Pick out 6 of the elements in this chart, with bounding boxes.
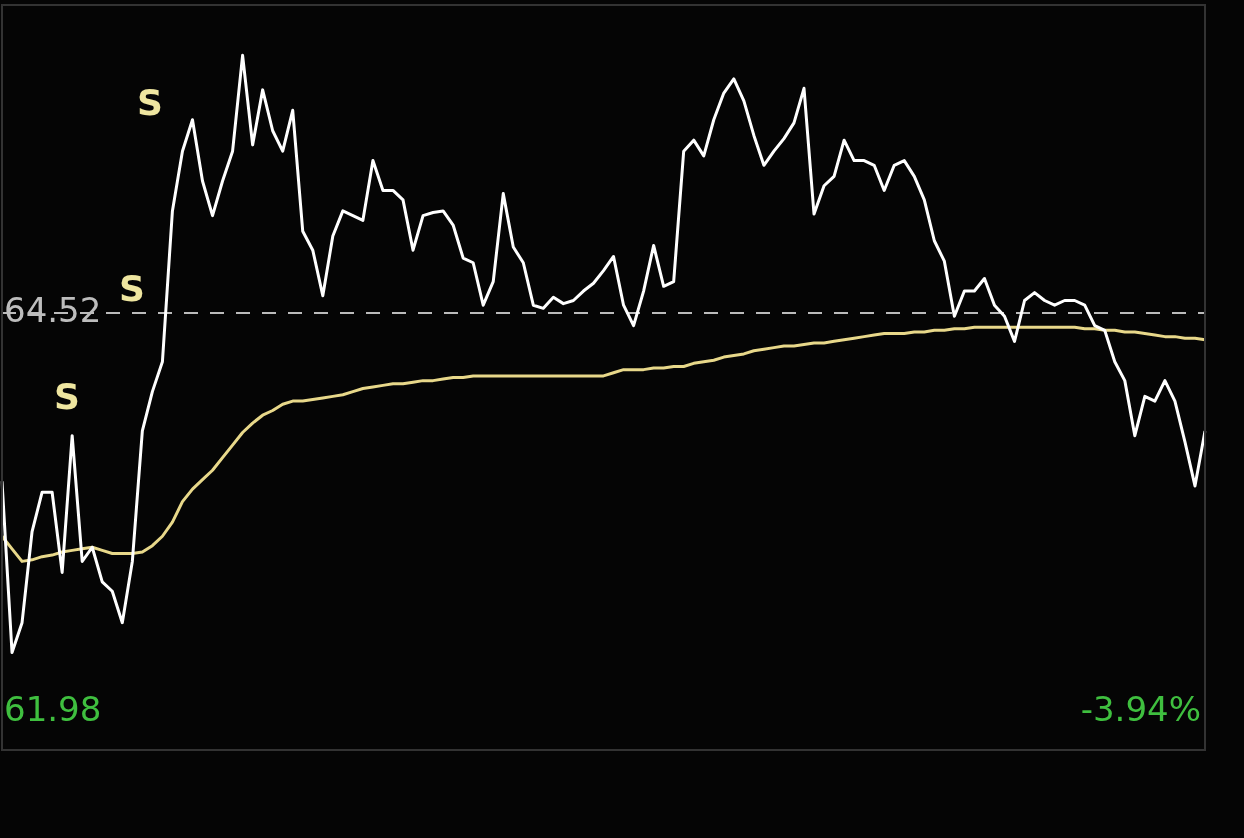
annotation: S [137,81,163,123]
y-tick-label: 61.98 [4,689,102,730]
annotation: S [118,268,145,310]
annotation: S [53,376,80,418]
annotation: -3.94% [1080,689,1201,730]
y-tick-label: 64.52 [4,289,102,330]
